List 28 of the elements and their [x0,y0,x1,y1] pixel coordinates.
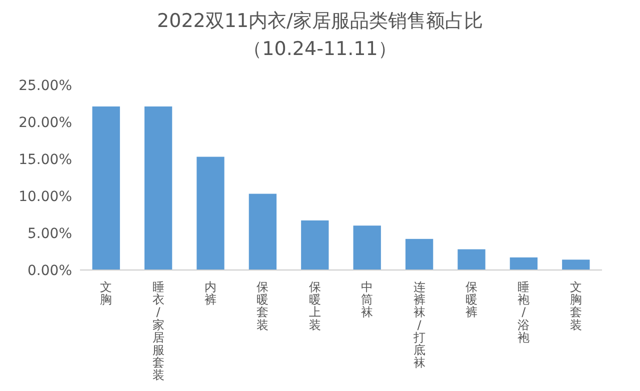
bar [458,249,486,270]
bar [353,226,381,270]
chart-title: 2022双11内衣/家居服品类销售额占比 [157,10,483,32]
y-tick-label: 25.00% [18,78,72,94]
x-tick-label: 中筒袜 [361,280,374,320]
bar [92,106,120,270]
bar [405,238,434,270]
bar [562,260,590,270]
x-tick-label: 保暖套装 [256,280,269,332]
x-tick-label: 保暖上装 [308,280,321,332]
bar [196,156,224,270]
x-tick-label: 内裤 [204,280,216,307]
x-tick-label: 睡衣/家居服套装 [152,280,164,382]
y-tick-label: 10.00% [18,189,72,205]
x-tick-label: 连裤袜/打底袜 [412,280,426,370]
y-tick-label: 20.00% [18,115,72,131]
bar [248,194,277,270]
x-tick-label: 文胸 [100,280,112,307]
x-tick-label: 睡袍/浴袍 [518,280,530,344]
bar [301,220,329,270]
y-tick-label: 0.00% [28,263,72,279]
bar [144,106,172,270]
x-tick-label: 保暖裤 [466,280,478,320]
y-tick-label: 15.00% [18,152,72,168]
x-tick-label: 文胸套装 [570,280,582,332]
bar [510,257,538,270]
chart-subtitle: （10.24-11.11） [243,38,397,60]
y-tick-label: 5.00% [28,226,72,242]
